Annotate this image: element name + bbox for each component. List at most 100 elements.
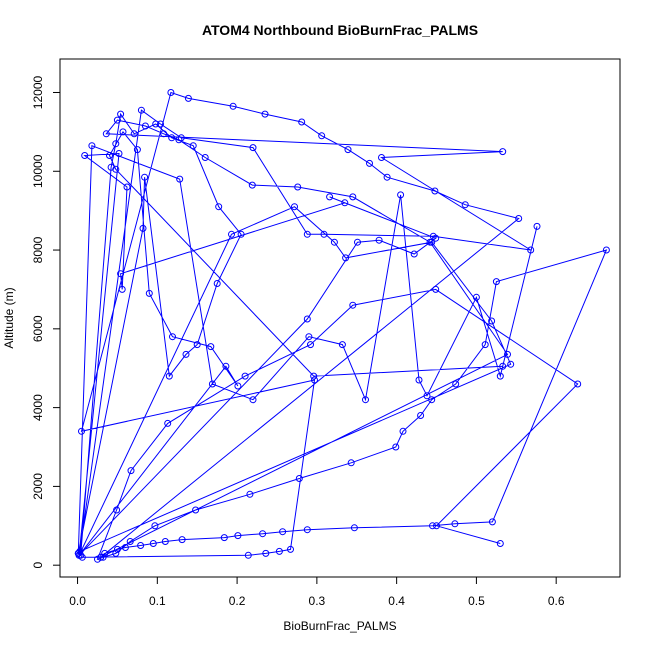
data-point: [481, 341, 489, 349]
data-point: [527, 246, 535, 254]
data-point: [496, 372, 504, 380]
data-point: [318, 132, 326, 140]
data-point: [178, 536, 186, 544]
data-point: [117, 110, 125, 118]
y-axis: 0 2000 4000 6000 8000 10000 12000: [31, 75, 61, 569]
data-point: [184, 94, 192, 102]
data-point: [295, 475, 303, 482]
data-point: [429, 522, 436, 530]
plot-frame: [59, 58, 621, 578]
data-point: [175, 136, 183, 144]
data-point: [234, 382, 242, 390]
data-point: [117, 270, 125, 278]
data-point: [461, 201, 469, 209]
data-point: [499, 148, 507, 156]
data-point: [237, 230, 245, 238]
data-point: [182, 350, 190, 358]
data-point: [220, 534, 228, 542]
data-point: [259, 530, 267, 538]
data-point: [141, 173, 149, 181]
data-point: [241, 372, 249, 380]
data-point: [157, 120, 164, 128]
data-point: [499, 362, 507, 370]
data-point: [287, 545, 294, 553]
data-point: [215, 203, 223, 211]
data-point: [305, 333, 313, 341]
data-point: [189, 142, 197, 150]
data-point: [496, 540, 504, 547]
data-point: [152, 120, 160, 128]
data-point: [112, 165, 120, 173]
data-point: [426, 238, 434, 246]
x-tick-label: 0.1: [149, 594, 166, 608]
data-point: [76, 547, 84, 555]
data-point: [362, 396, 369, 404]
data-point: [118, 285, 126, 293]
data-point: [344, 146, 352, 154]
x-tick-label: 0.6: [548, 594, 565, 608]
data-point: [383, 173, 391, 181]
data-point: [492, 278, 500, 286]
data-point: [229, 102, 237, 110]
data-point: [137, 106, 145, 114]
data-point: [378, 154, 385, 161]
data-point: [94, 555, 101, 563]
series-marks: [74, 89, 610, 563]
x-axis-label: BioBurnFrac_PALMS: [283, 619, 396, 633]
x-tick-label: 0.2: [229, 594, 246, 608]
data-point: [338, 341, 346, 349]
data-point: [115, 150, 123, 157]
data-point: [112, 140, 120, 148]
data-point: [106, 152, 113, 159]
data-point: [429, 232, 437, 240]
data-point: [347, 459, 355, 467]
data-point: [428, 396, 436, 404]
data-point: [291, 203, 298, 211]
data-point: [133, 146, 141, 154]
data-point: [101, 549, 109, 557]
data-point: [366, 159, 373, 167]
data-point: [201, 154, 209, 161]
data-point: [222, 362, 230, 370]
data-point: [330, 238, 338, 246]
data-point: [307, 341, 314, 349]
data-point: [127, 467, 135, 475]
data-point: [410, 250, 418, 258]
data-point: [249, 144, 257, 152]
data-point: [112, 549, 120, 557]
data-point: [279, 528, 287, 536]
data-point: [397, 191, 405, 199]
data-point: [145, 289, 153, 297]
data-point: [515, 215, 523, 222]
data-point: [113, 506, 121, 514]
data-point: [88, 142, 96, 150]
data-point: [149, 540, 157, 547]
data-point: [126, 538, 134, 545]
data-point: [399, 427, 407, 435]
data-point: [341, 199, 349, 207]
data-point: [574, 380, 582, 388]
y-tick-label: 6000: [31, 315, 45, 342]
data-point: [472, 293, 480, 301]
data-point: [208, 380, 216, 388]
data-point: [137, 542, 145, 549]
data-point: [248, 181, 256, 189]
data-point: [451, 520, 459, 528]
data-point: [176, 175, 184, 183]
data-point: [213, 280, 221, 287]
data-point: [298, 118, 306, 126]
data-point: [504, 350, 511, 358]
data-point: [102, 130, 110, 138]
data-point: [417, 412, 425, 419]
data-point: [303, 315, 311, 323]
data-point: [78, 553, 86, 561]
data-point: [246, 490, 254, 498]
data-point: [423, 392, 431, 400]
data-point: [354, 238, 361, 246]
data-point: [113, 545, 121, 553]
y-axis-label: Altitude (m): [2, 287, 16, 348]
data-point: [151, 522, 159, 530]
data-point: [533, 222, 541, 230]
data-point: [303, 526, 311, 534]
data-point: [113, 116, 121, 124]
